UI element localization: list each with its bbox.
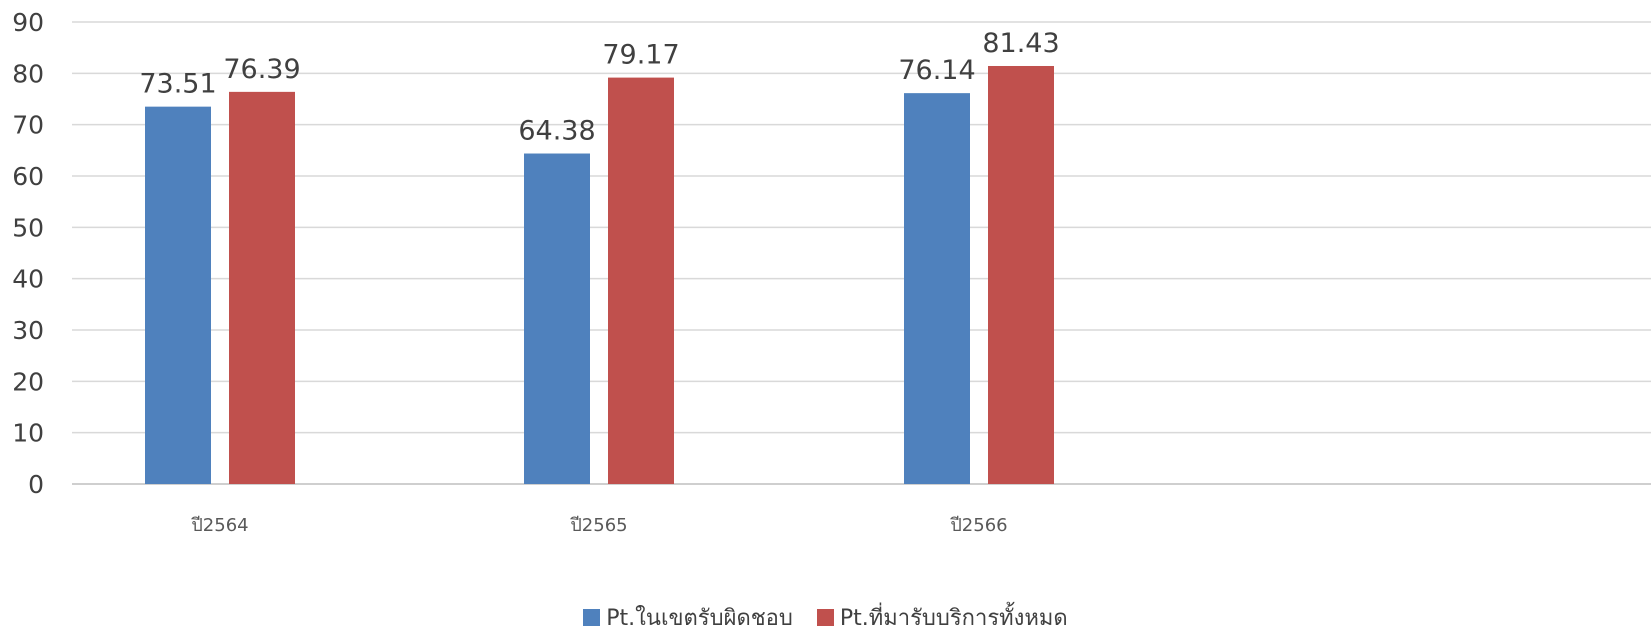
x-tick-label: ปี2565 [570,515,628,536]
bar [145,106,211,484]
legend-label-series-2: Pt.ที่มารับบริการทั้งหมด [839,606,1068,631]
legend-item-series-2: Pt.ที่มารับบริการทั้งหมด [816,600,1068,635]
bar [524,153,590,485]
y-tick-label: 80 [12,59,44,88]
data-label: 79.17 [602,40,679,71]
data-label: 81.43 [982,28,1059,59]
bar [904,93,970,484]
legend-item-series-1: Pt.ในเขตรับผิดชอบ [583,600,793,635]
bar [608,77,674,485]
y-tick-label: 0 [28,470,44,499]
y-tick-label: 20 [12,367,44,396]
y-tick-label: 90 [12,8,44,37]
y-tick-label: 60 [12,162,44,191]
legend-swatch-series-2 [816,609,834,626]
legend-label-series-1: Pt.ในเขตรับผิดชอบ [606,606,793,631]
bar [229,91,295,484]
y-tick-label: 10 [12,419,44,448]
y-tick-label: 70 [12,111,44,140]
data-label: 76.14 [898,55,975,86]
y-tick-label: 50 [12,213,44,242]
x-tick-label: ปี2566 [950,515,1008,536]
chart-legend: Pt.ในเขตรับผิดชอบ Pt.ที่มารับบริการทั้งห… [0,600,1651,635]
data-label: 64.38 [518,116,595,147]
y-tick-label: 40 [12,265,44,294]
y-tick-label: 30 [12,316,44,345]
bar [988,65,1054,484]
chart-canvas: 0 10 20 30 40 50 60 70 80 90 73.51 76.39 ปี2564 64.38… [12,8,1651,536]
x-tick-label: ปี2564 [191,515,249,536]
data-label: 73.51 [139,69,216,100]
legend-swatch-series-1 [583,609,601,626]
data-label: 76.39 [223,54,300,85]
